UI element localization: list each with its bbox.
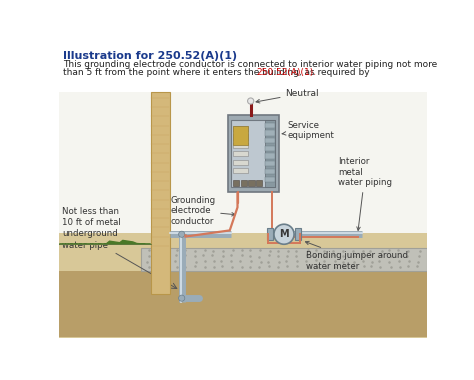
Bar	[141, 248, 427, 271]
Bar	[265, 176, 275, 182]
Bar	[233, 151, 248, 157]
Text: Bonding jumper around
water meter: Bonding jumper around water meter	[305, 241, 408, 271]
Bar	[228, 115, 279, 192]
Text: Not less than
10 ft of metal
underground
water pipe: Not less than 10 ft of metal underground…	[63, 207, 121, 250]
Bar	[256, 180, 262, 186]
Text: Illustration for 250.52(A)(1): Illustration for 250.52(A)(1)	[63, 51, 237, 61]
Bar	[151, 92, 170, 294]
Circle shape	[274, 224, 294, 244]
Bar	[264, 120, 275, 187]
Circle shape	[179, 295, 185, 301]
Text: Neutral: Neutral	[256, 89, 319, 103]
Bar	[233, 126, 248, 131]
Bar	[59, 271, 427, 337]
Bar	[248, 180, 255, 186]
Bar	[265, 138, 275, 143]
Text: Grounding
electrode
conductor: Grounding electrode conductor	[170, 196, 235, 226]
Bar	[59, 233, 427, 337]
Text: This grounding electrode conductor is connected to interior water piping not mor: This grounding electrode conductor is co…	[63, 60, 438, 69]
Bar	[233, 134, 248, 139]
Bar	[267, 228, 273, 241]
Bar	[233, 160, 248, 165]
Bar	[231, 120, 275, 187]
Text: than 5 ft from the point where it enters the building, as required by: than 5 ft from the point where it enters…	[63, 68, 373, 77]
Bar	[265, 123, 275, 128]
Polygon shape	[59, 241, 151, 244]
Bar	[233, 142, 248, 148]
Bar	[233, 126, 248, 145]
Bar	[265, 146, 275, 151]
Bar	[265, 169, 275, 174]
Circle shape	[179, 231, 185, 238]
Text: M: M	[279, 229, 289, 239]
Bar	[233, 180, 239, 186]
Bar	[233, 168, 248, 173]
Bar	[265, 130, 275, 136]
Bar	[265, 161, 275, 166]
Text: 250.52(A)(1).: 250.52(A)(1).	[256, 68, 316, 77]
Bar	[265, 154, 275, 159]
Text: Interior
metal
water piping: Interior metal water piping	[338, 157, 392, 230]
Circle shape	[247, 98, 254, 104]
Bar	[59, 92, 427, 338]
Bar	[59, 92, 427, 242]
Text: Service
equipment: Service equipment	[282, 121, 335, 141]
Bar	[241, 180, 247, 186]
Bar	[295, 228, 301, 241]
